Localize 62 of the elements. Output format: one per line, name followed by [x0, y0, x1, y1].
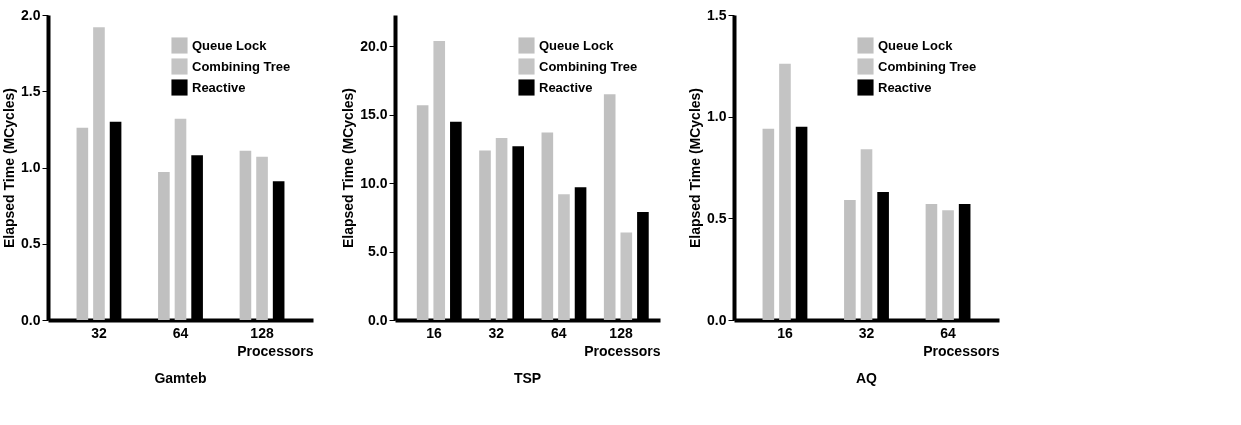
bar	[416, 105, 429, 320]
bar	[239, 150, 252, 320]
y-tick-label: 0.0	[707, 311, 727, 328]
x-axis-title: Processors	[237, 342, 314, 359]
y-tick-label: 20.0	[360, 37, 388, 54]
y-tick-label: 0.0	[21, 311, 41, 328]
bar	[779, 63, 791, 320]
x-tick-label: 64	[172, 324, 189, 341]
bar	[174, 118, 187, 320]
bar	[158, 172, 170, 320]
legend-label: Queue Lock	[878, 37, 954, 53]
x-tick-label: 128	[609, 324, 633, 341]
legend-label: Queue Lock	[192, 37, 268, 53]
y-axis-title: Elapsed Time (MCycles)	[340, 87, 357, 249]
x-tick-label: 32	[858, 324, 875, 341]
bar	[558, 194, 570, 320]
y-tick-label: 1.5	[707, 6, 727, 23]
bar	[76, 127, 89, 320]
y-tick-label: 0.5	[707, 209, 727, 226]
bar	[860, 149, 873, 320]
bar	[541, 132, 554, 320]
bar	[844, 200, 856, 320]
y-tick-label: 2.0	[21, 6, 41, 23]
x-tick-label: 16	[777, 324, 793, 341]
x-tick-label: 32	[488, 324, 505, 341]
y-tick-label: 0.5	[21, 235, 41, 252]
x-tick-label: 64	[940, 324, 957, 341]
x-tick-label: 64	[550, 324, 567, 341]
y-tick-label: 15.0	[360, 106, 388, 123]
legend-label: Reactive	[192, 79, 246, 95]
y-tick-label: 0.0	[368, 311, 388, 328]
bar	[762, 128, 775, 320]
x-axis-title: Processors	[584, 342, 661, 359]
legend-label: Queue Lock	[539, 37, 615, 53]
bar	[433, 40, 446, 320]
text: TSP	[513, 370, 542, 386]
y-tick-label: 1.5	[21, 82, 41, 99]
y-tick-label: 10.0	[360, 174, 388, 191]
bar	[942, 210, 954, 320]
x-tick-label: 16	[426, 324, 442, 341]
x-tick-label: 128	[250, 324, 274, 341]
y-tick-label: 1.0	[21, 159, 41, 175]
legend-label: Combining Tree	[539, 58, 638, 74]
legend-label: Combining Tree	[192, 58, 291, 74]
bar	[256, 156, 268, 320]
y-tick-label: 5.0	[368, 243, 388, 260]
x-tick-label: 32	[91, 324, 107, 341]
legend-label: Reactive	[539, 79, 593, 95]
bar	[603, 94, 616, 320]
bar	[495, 138, 508, 320]
bar	[620, 232, 633, 320]
bar	[93, 27, 105, 320]
text: AQ	[856, 370, 878, 386]
x-axis-title: Processors	[923, 342, 1000, 359]
bar	[479, 150, 491, 320]
y-axis-title: Elapsed Time (MCycles)	[1, 87, 18, 249]
bar	[925, 204, 938, 320]
y-axis-title: Elapsed Time (MCycles)	[687, 87, 704, 249]
legend-label: Reactive	[878, 79, 932, 95]
y-tick-label: 1.0	[707, 108, 727, 125]
text: Gamteb	[154, 370, 207, 386]
legend-label: Combining Tree	[878, 58, 977, 74]
